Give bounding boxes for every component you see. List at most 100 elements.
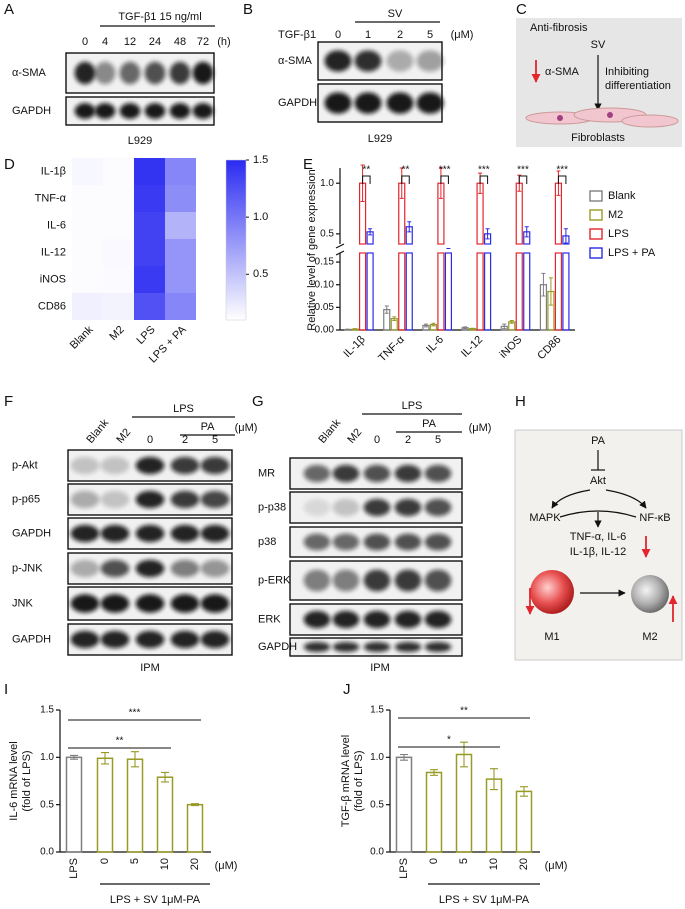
row-label: TNF-α <box>35 192 67 204</box>
band <box>324 92 352 114</box>
bar <box>437 252 445 331</box>
colorbar-label: 0.5 <box>253 268 268 280</box>
error-bar <box>345 328 350 331</box>
band <box>394 533 422 551</box>
row-label: CD86 <box>38 300 66 312</box>
colorbar-label: 1.0 <box>253 211 268 223</box>
band <box>424 498 452 517</box>
nucleus <box>557 115 563 121</box>
band <box>169 61 191 85</box>
bar <box>126 758 144 853</box>
subgroup: PA <box>201 421 216 433</box>
lane-label: 0 <box>147 434 153 446</box>
scheme-title: Anti-fibrosis <box>530 22 588 34</box>
heat-cell <box>72 293 103 320</box>
band <box>386 92 414 114</box>
y-tick-label: 0.0 <box>40 847 54 858</box>
band <box>135 456 165 475</box>
lane-label: 2 <box>182 434 188 446</box>
band <box>100 559 130 578</box>
band <box>303 569 331 592</box>
heat-cell <box>134 212 165 239</box>
band <box>200 456 230 475</box>
row-label: p-Akt <box>12 459 38 471</box>
x-tick-label: 0 <box>428 858 440 864</box>
group-label: LPS + SV 1μM-PA <box>439 894 530 906</box>
significance: *** <box>478 165 490 176</box>
cell-line: L929 <box>128 135 152 147</box>
error-bar <box>384 305 389 314</box>
band <box>200 524 230 543</box>
bar <box>186 803 204 853</box>
row-label: ERK <box>258 613 281 625</box>
band <box>324 50 352 72</box>
cytokines: IL-1β, IL-12 <box>570 546 626 558</box>
group: LPS <box>173 403 194 415</box>
significance: ** <box>402 165 410 176</box>
y-tick-label: 0.5 <box>370 799 384 810</box>
error-bar <box>101 752 109 765</box>
nucleus <box>607 112 613 118</box>
bar <box>156 776 174 853</box>
band <box>70 630 100 649</box>
band <box>332 610 360 629</box>
error-bar <box>502 323 507 330</box>
heat-cell <box>103 239 134 266</box>
pathway: NF-κB <box>639 512 670 524</box>
panel-label: A <box>4 1 14 18</box>
heat-cell <box>72 239 103 266</box>
scheme-target: Akt <box>590 475 606 487</box>
band <box>394 498 422 517</box>
significance-bracket <box>362 175 371 184</box>
band <box>135 594 165 613</box>
unit: (μM) <box>469 422 492 434</box>
heat-cell <box>72 158 103 185</box>
band <box>170 594 200 613</box>
cell-label: M1 <box>544 631 559 643</box>
band <box>170 524 200 543</box>
lane-label: 5 <box>427 29 433 41</box>
y-tick-label: 0.5 <box>320 229 334 240</box>
row-label: iNOS <box>40 273 66 285</box>
y-tick-label: 0.15 <box>315 257 335 268</box>
band <box>94 61 116 85</box>
legend-label: M2 <box>608 209 623 221</box>
scheme-marker: α-SMA <box>545 66 580 78</box>
column-label: M2 <box>107 324 126 343</box>
row-label: p-p38 <box>258 501 286 513</box>
band <box>394 641 422 653</box>
x-tick-label: 10 <box>488 858 500 870</box>
lane-label: Blank <box>316 417 343 446</box>
y-tick-label: 0.0 <box>370 847 384 858</box>
lane-label: 4 <box>102 36 108 48</box>
scheme-effect: Inhibiting <box>605 66 649 78</box>
lane-label: 2 <box>397 29 403 41</box>
panel-label: B <box>243 1 253 18</box>
heat-cell <box>72 212 103 239</box>
y-tick-label: 1.0 <box>40 752 54 763</box>
error-bar <box>541 272 546 297</box>
legend-swatch <box>589 209 603 221</box>
significance: * <box>447 735 451 746</box>
legend-label: LPS <box>608 228 629 240</box>
bar <box>405 252 413 331</box>
row-label: p-p65 <box>12 493 40 505</box>
band <box>135 630 165 649</box>
panel-label: J <box>343 681 351 698</box>
y-tick-label: 1.0 <box>370 752 384 763</box>
cell-line: L929 <box>368 133 392 145</box>
subgroup: PA <box>422 418 437 430</box>
error-bar <box>131 751 139 768</box>
x-tick-label: IL-6 <box>424 334 446 356</box>
band <box>303 533 331 551</box>
significance: *** <box>129 708 141 719</box>
band <box>424 569 452 592</box>
band <box>144 103 166 119</box>
error-bar <box>431 322 436 327</box>
y-axis-label: Relative level of gene expression <box>306 169 318 330</box>
bar <box>554 252 563 331</box>
cell-label: M2 <box>642 631 657 643</box>
column-label: LPS <box>134 324 157 347</box>
heat-cell <box>134 266 165 293</box>
heat-cell <box>103 185 134 212</box>
